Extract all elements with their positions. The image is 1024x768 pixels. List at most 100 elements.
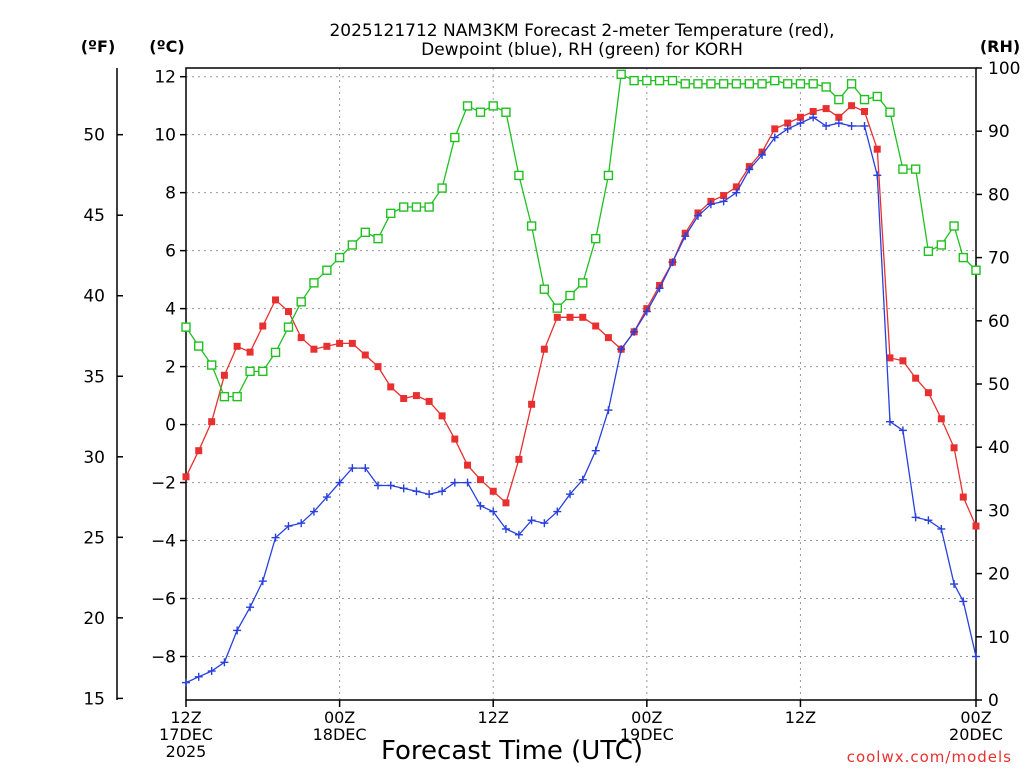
celsius-tick-label: 8 xyxy=(165,184,176,204)
x-axis-label: Forecast Time (UTC) xyxy=(381,736,643,766)
celsius-tick-label: −8 xyxy=(151,648,176,668)
data-point xyxy=(808,79,818,89)
data-point xyxy=(579,313,587,321)
data-point xyxy=(949,221,959,231)
data-point xyxy=(309,278,319,288)
data-point xyxy=(959,493,967,501)
data-point xyxy=(693,79,703,89)
data-point xyxy=(654,75,665,86)
data-point xyxy=(809,113,818,122)
data-point xyxy=(386,208,396,219)
data-point xyxy=(706,79,716,89)
data-point xyxy=(284,308,292,316)
x-tick-label: 17DEC xyxy=(159,725,213,744)
data-point xyxy=(898,164,908,174)
fahrenheit-tick-label: 30 xyxy=(83,448,105,468)
data-point xyxy=(194,672,203,681)
data-point xyxy=(206,360,217,370)
data-point xyxy=(208,418,216,426)
data-point xyxy=(323,342,331,350)
data-point xyxy=(872,91,882,102)
data-point xyxy=(309,507,318,516)
chart-title-line-2: Dewpoint (blue), RH (green) for KORH xyxy=(421,40,743,60)
data-point xyxy=(732,183,740,191)
data-point xyxy=(642,307,651,316)
data-point xyxy=(565,290,575,301)
data-point xyxy=(680,79,690,89)
data-point xyxy=(514,170,524,181)
celsius-tick-label: −6 xyxy=(151,590,176,610)
data-point xyxy=(501,107,511,117)
data-point xyxy=(373,233,383,244)
data-point xyxy=(336,339,344,347)
rh-tick-label: 30 xyxy=(988,501,1010,521)
rh-tick-label: 60 xyxy=(988,312,1010,332)
data-point xyxy=(898,426,907,435)
celsius-tick-label: 4 xyxy=(165,300,176,320)
x-tick-label: 19DEC xyxy=(620,725,674,744)
data-point xyxy=(514,530,523,539)
data-point xyxy=(219,391,230,402)
data-point xyxy=(591,233,601,244)
data-point xyxy=(424,202,434,212)
data-point xyxy=(259,322,267,330)
data-point xyxy=(399,484,408,493)
data-point xyxy=(910,164,921,174)
data-point xyxy=(604,406,613,415)
data-point xyxy=(297,334,305,342)
data-point xyxy=(758,150,767,159)
data-point xyxy=(361,351,369,359)
data-point xyxy=(885,107,895,117)
data-point xyxy=(335,478,344,487)
celsius-tick-label: −2 xyxy=(151,474,176,494)
data-point xyxy=(195,447,203,455)
data-point xyxy=(270,347,281,358)
rh-tick-label: 70 xyxy=(988,249,1010,269)
chart-title-line-1: 2025121712 NAM3KM Forecast 2-meter Tempe… xyxy=(329,21,834,41)
data-point xyxy=(809,107,817,115)
data-point xyxy=(553,313,561,321)
rh-tick-label: 0 xyxy=(988,691,999,711)
grid xyxy=(186,68,976,700)
data-point xyxy=(591,446,600,455)
data-point xyxy=(220,658,229,667)
fahrenheit-tick-label: 50 xyxy=(83,126,105,146)
data-point xyxy=(181,322,191,332)
data-point xyxy=(348,339,356,347)
data-point xyxy=(246,603,255,612)
data-point xyxy=(540,345,548,353)
data-point xyxy=(757,79,767,89)
series-rh xyxy=(181,69,981,402)
data-point xyxy=(718,79,729,89)
data-point xyxy=(489,487,497,495)
data-point xyxy=(232,391,242,402)
data-point xyxy=(604,334,612,342)
data-point xyxy=(412,392,420,400)
data-point xyxy=(950,444,958,452)
fahrenheit-tick-label: 40 xyxy=(83,287,105,307)
data-point xyxy=(182,678,190,687)
data-point xyxy=(668,258,677,267)
data-point xyxy=(873,145,881,153)
data-point xyxy=(720,192,728,200)
data-point xyxy=(848,102,856,110)
data-point xyxy=(553,507,562,516)
data-point xyxy=(400,394,408,402)
data-point xyxy=(959,597,968,606)
data-point xyxy=(297,519,306,528)
fahrenheit-tick-label: 25 xyxy=(83,528,105,548)
data-point xyxy=(783,79,793,89)
data-point xyxy=(361,464,370,473)
data-point xyxy=(655,284,664,293)
data-point xyxy=(425,490,434,499)
x-tick-label: 00Z xyxy=(631,708,662,727)
data-point xyxy=(463,478,472,487)
data-point xyxy=(451,435,459,443)
data-point xyxy=(539,284,550,294)
data-point xyxy=(374,363,382,371)
data-point xyxy=(425,397,433,405)
data-point xyxy=(860,121,869,130)
data-point xyxy=(617,345,626,354)
data-point xyxy=(527,516,536,525)
data-point xyxy=(552,303,562,313)
